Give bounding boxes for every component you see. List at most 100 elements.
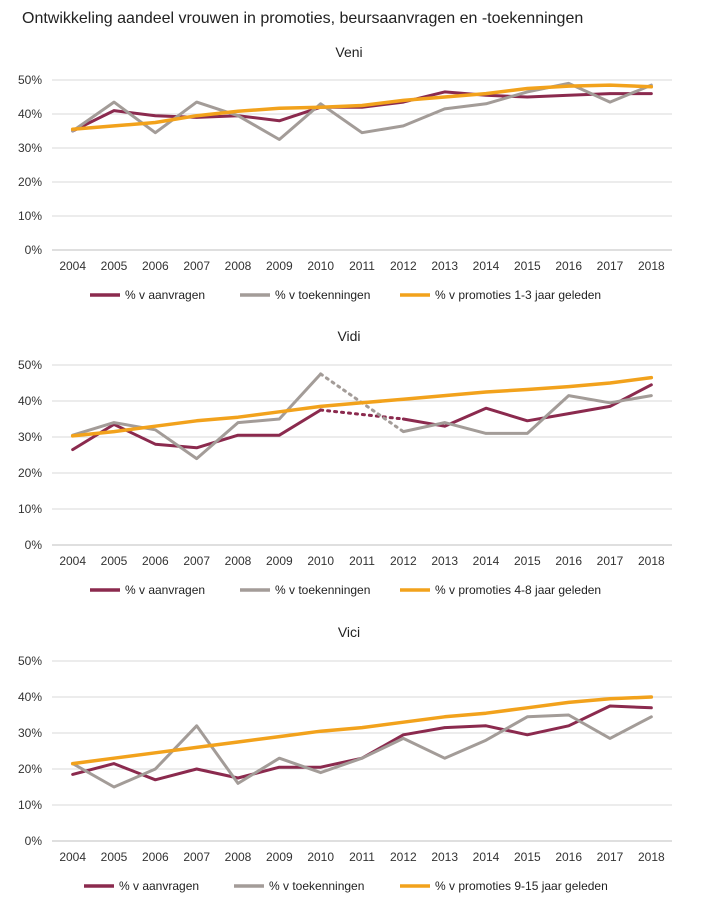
x-tick-label: 2013: [431, 850, 458, 864]
data-point: [402, 737, 405, 740]
data-point: [526, 706, 529, 709]
data-point: [154, 131, 157, 134]
legend-label: % v aanvragen: [119, 879, 199, 893]
x-tick-label: 2015: [514, 554, 541, 568]
data-point: [154, 767, 157, 771]
data-point: [360, 104, 364, 107]
data-point: [154, 114, 157, 117]
data-point: [154, 428, 157, 431]
x-tick-label: 2007: [183, 554, 210, 568]
data-point: [319, 372, 322, 376]
legend-label: % v promoties 1-3 jaar geleden: [435, 288, 601, 302]
series-line-toekenningen: [71, 81, 653, 141]
x-tick-label: 2007: [183, 259, 210, 273]
data-point: [608, 83, 612, 87]
legend-label: % v toekenningen: [275, 583, 370, 597]
data-point: [402, 417, 405, 421]
data-point: [154, 443, 157, 446]
data-point: [402, 124, 405, 128]
x-tick-label: 2008: [225, 850, 252, 864]
data-point: [112, 421, 116, 424]
x-tick-label: 2014: [473, 259, 500, 273]
legend-label: % v promoties 4-8 jaar geleden: [435, 583, 601, 597]
data-point: [650, 376, 653, 379]
data-point: [112, 124, 116, 128]
x-tick-label: 2010: [307, 259, 334, 273]
data-point: [650, 85, 653, 89]
series-line-promoties: [70, 375, 654, 438]
y-tick-label: 10%: [18, 209, 42, 223]
chart-title: Vidi: [337, 328, 360, 344]
data-point: [650, 383, 653, 386]
data-point: [278, 735, 281, 738]
data-point: [112, 757, 116, 760]
x-tick-label: 2018: [638, 554, 665, 568]
data-point: [278, 417, 281, 421]
x-tick-label: 2004: [59, 259, 86, 273]
data-point: [526, 90, 529, 94]
x-tick-label: 2004: [59, 554, 86, 568]
data-point: [650, 92, 653, 95]
data-point: [484, 724, 488, 727]
data-point: [71, 773, 74, 776]
chart-title: Vici: [338, 624, 360, 640]
data-point: [526, 733, 529, 736]
data-point: [71, 128, 74, 131]
data-point: [236, 782, 240, 785]
data-point: [567, 394, 570, 397]
x-tick-label: 2012: [390, 259, 417, 273]
data-point: [443, 425, 446, 428]
data-point: [608, 704, 612, 708]
legend-label: % v promoties 9-15 jaar geleden: [435, 879, 608, 893]
data-point: [484, 712, 488, 715]
data-point: [443, 95, 446, 99]
data-point: [484, 390, 488, 394]
data-point: [360, 726, 364, 729]
y-tick-label: 10%: [18, 502, 42, 516]
data-point: [484, 102, 488, 106]
x-tick-label: 2007: [183, 850, 210, 864]
y-tick-label: 40%: [18, 690, 42, 704]
data-point: [236, 416, 240, 419]
y-tick-label: 40%: [18, 107, 42, 121]
x-tick-label: 2009: [266, 554, 293, 568]
x-tick-label: 2012: [390, 554, 417, 568]
data-point: [195, 724, 198, 727]
data-point: [112, 430, 116, 433]
data-point: [278, 766, 281, 769]
data-point: [71, 762, 74, 765]
data-point: [236, 114, 240, 117]
data-point: [402, 99, 405, 102]
data-point: [608, 737, 612, 740]
data-point: [650, 715, 653, 718]
data-point: [154, 778, 157, 781]
data-point: [71, 448, 74, 451]
x-tick-label: 2012: [390, 850, 417, 864]
series-gap-dotted-aanvragen: [319, 408, 405, 421]
data-point: [112, 762, 116, 765]
data-point: [112, 109, 116, 112]
x-tick-label: 2011: [349, 554, 375, 568]
x-tick-label: 2017: [597, 259, 624, 273]
x-tick-label: 2009: [266, 850, 293, 864]
data-point: [443, 107, 446, 111]
data-point: [360, 757, 364, 760]
data-point: [567, 385, 570, 388]
x-tick-label: 2017: [597, 554, 624, 568]
y-tick-label: 10%: [18, 798, 42, 812]
data-point: [319, 106, 322, 109]
data-point: [195, 746, 198, 749]
data-point: [608, 401, 612, 404]
data-point: [360, 401, 364, 404]
chart-title: Veni: [335, 44, 362, 60]
y-tick-label: 50%: [18, 73, 42, 87]
data-point: [567, 94, 570, 97]
data-point: [567, 713, 570, 717]
data-point: [195, 114, 198, 117]
data-point: [195, 446, 198, 449]
data-point: [526, 388, 529, 391]
data-point: [278, 410, 281, 413]
data-point: [236, 110, 240, 113]
data-point: [402, 721, 405, 724]
